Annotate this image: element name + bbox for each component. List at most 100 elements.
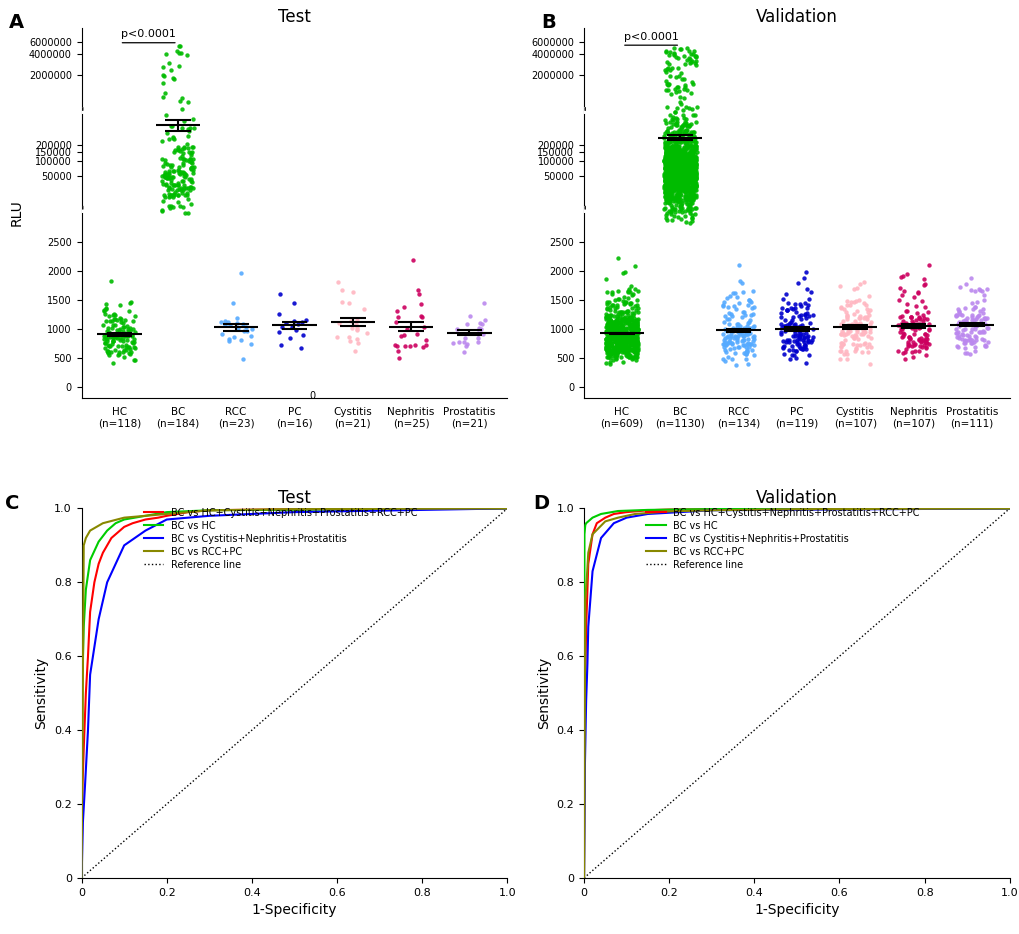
Point — [124, 321, 141, 336]
Point — [183, 175, 200, 190]
Point — [840, 324, 856, 339]
Point — [624, 326, 640, 341]
Point — [609, 326, 626, 341]
Point — [662, 146, 679, 161]
Point — [667, 153, 684, 168]
Point — [657, 167, 674, 182]
Point — [661, 169, 678, 184]
Point — [605, 342, 622, 357]
Point — [657, 211, 674, 226]
Point — [675, 179, 691, 194]
Point — [686, 166, 702, 181]
Point — [948, 338, 964, 353]
Point — [115, 319, 131, 334]
Point — [119, 318, 136, 333]
Point — [660, 194, 677, 209]
Point — [854, 326, 870, 341]
Point — [458, 317, 474, 332]
Point — [852, 318, 868, 333]
Point — [668, 141, 685, 156]
Point — [600, 334, 616, 349]
Point — [333, 294, 350, 309]
Point — [673, 183, 689, 198]
Point — [601, 330, 618, 345]
Point — [665, 150, 682, 165]
Point — [668, 187, 685, 202]
Point — [673, 164, 689, 179]
Point — [396, 338, 413, 353]
Point — [173, 101, 190, 116]
Point — [684, 185, 700, 200]
Point — [161, 179, 177, 194]
Point — [975, 333, 991, 347]
Point — [738, 342, 754, 357]
Point — [622, 317, 638, 332]
Point — [660, 189, 677, 204]
Point — [680, 176, 696, 191]
Point — [157, 47, 173, 62]
Point — [679, 200, 695, 215]
Point — [678, 53, 694, 68]
Point — [656, 150, 673, 165]
Point — [665, 47, 682, 62]
Point — [741, 325, 757, 340]
Point — [609, 284, 626, 299]
Point — [178, 188, 195, 203]
Point — [671, 174, 687, 189]
Point — [668, 150, 685, 165]
Point — [855, 325, 871, 340]
Point — [627, 298, 643, 313]
Point — [657, 144, 674, 159]
Point — [675, 160, 691, 175]
Point — [659, 171, 676, 186]
Point — [850, 311, 866, 326]
Point — [598, 333, 614, 347]
Point — [903, 318, 919, 333]
Point — [668, 79, 685, 94]
Point — [965, 321, 981, 336]
Point — [898, 316, 914, 331]
Point — [666, 177, 683, 191]
Point — [671, 179, 687, 194]
Point — [166, 132, 182, 147]
Point — [676, 72, 692, 87]
Point — [172, 183, 189, 198]
Point — [597, 325, 613, 340]
Point — [677, 78, 693, 92]
Point — [717, 312, 734, 327]
Point — [626, 333, 642, 347]
Point — [472, 316, 488, 331]
Point — [671, 149, 687, 164]
Point — [657, 155, 674, 170]
Point — [660, 156, 677, 171]
Point — [118, 342, 135, 357]
Point — [673, 131, 689, 146]
Point — [621, 329, 637, 344]
Point — [948, 326, 964, 341]
Point — [660, 148, 677, 163]
Point — [679, 197, 695, 212]
Point — [686, 137, 702, 152]
Point — [609, 336, 626, 351]
Point — [676, 175, 692, 190]
Point — [851, 316, 867, 331]
Point — [687, 206, 703, 221]
Point — [966, 329, 982, 344]
Point — [155, 193, 171, 208]
Point — [896, 351, 912, 366]
Point — [956, 314, 972, 329]
Point — [974, 324, 990, 339]
Point — [656, 178, 673, 193]
Point — [347, 317, 364, 332]
Point — [677, 150, 693, 165]
Point — [682, 85, 698, 100]
Point — [659, 147, 676, 162]
Point — [916, 300, 932, 315]
Point — [620, 310, 636, 325]
Point — [680, 128, 696, 143]
Point — [661, 164, 678, 179]
Point — [623, 318, 639, 333]
Point — [912, 334, 928, 349]
Point — [603, 287, 620, 302]
Point — [908, 305, 924, 320]
